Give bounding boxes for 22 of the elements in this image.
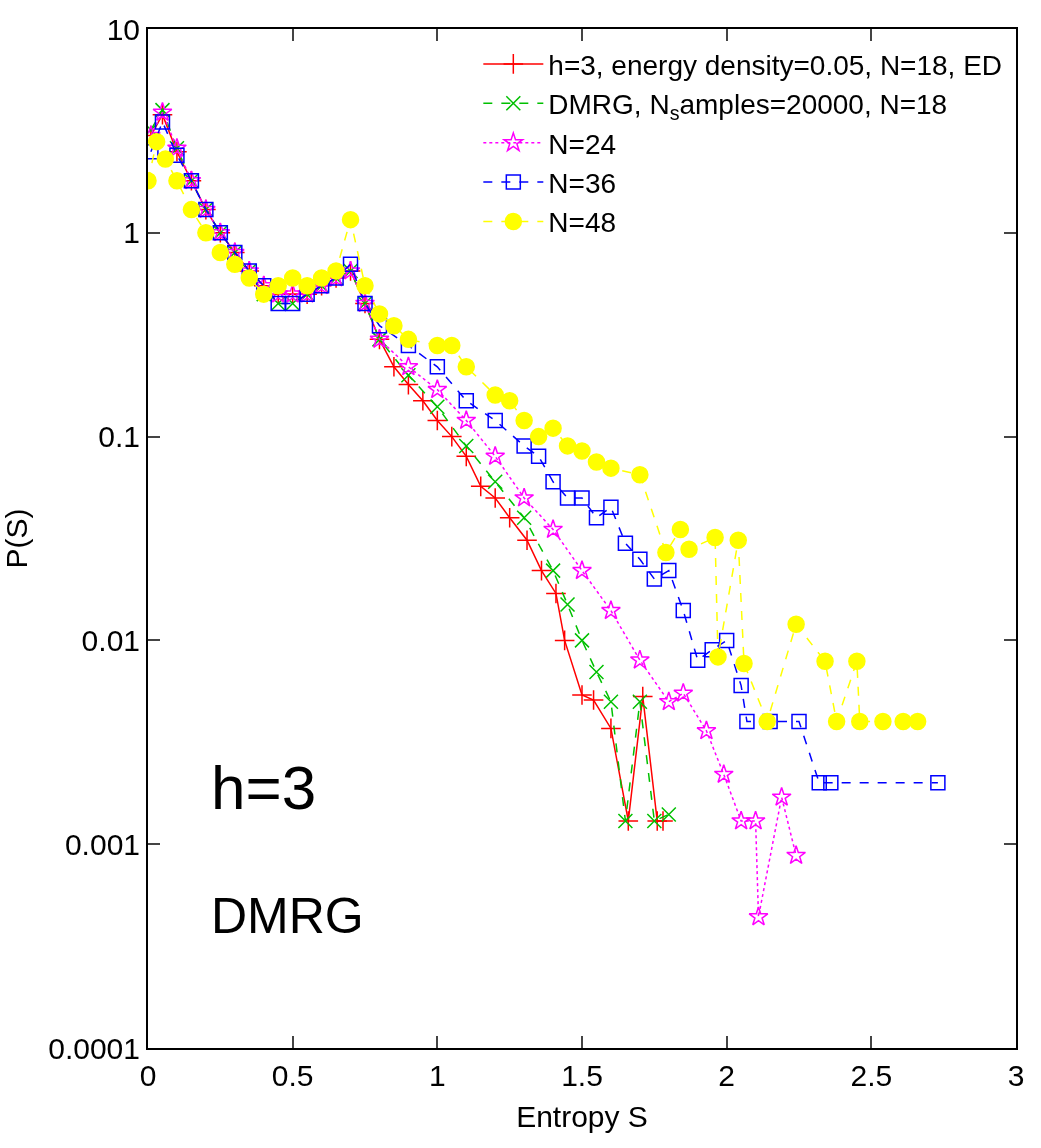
legend-label: N=24 xyxy=(548,128,617,160)
legend-label: DMRG, N$_{s}$amples=20000, N=18 xyxy=(548,89,948,125)
y-tick-label: 0.001 xyxy=(64,827,140,861)
y-axis-title: P(S) xyxy=(0,508,33,569)
x-tick-label: 3 xyxy=(1007,1059,1025,1092)
x-tick-label: 1 xyxy=(428,1059,446,1092)
x-tick-label: 2 xyxy=(718,1059,736,1092)
y-tick-label: 0.0001 xyxy=(48,1031,140,1065)
y-tick-label: 10 xyxy=(106,12,140,46)
x-tick-label: 2.5 xyxy=(850,1059,893,1092)
annotation: h=3 xyxy=(211,753,317,822)
x-tick-label: 0 xyxy=(139,1059,157,1092)
annotation: DMRG xyxy=(211,888,364,944)
x-axis-title: Entropy S xyxy=(516,1100,648,1133)
legend-label: N=36 xyxy=(548,168,617,200)
y-tick-label: 0.1 xyxy=(98,420,140,454)
y-tick-label: 1 xyxy=(123,216,140,250)
legend-label: h=3, energy density=0.05, N=18, ED xyxy=(548,49,1003,81)
x-tick-label: 1.5 xyxy=(561,1059,603,1092)
x-tick-label: 0.5 xyxy=(271,1059,314,1092)
legend-label: N=48 xyxy=(548,207,617,239)
y-tick-label: 0.01 xyxy=(81,623,140,657)
